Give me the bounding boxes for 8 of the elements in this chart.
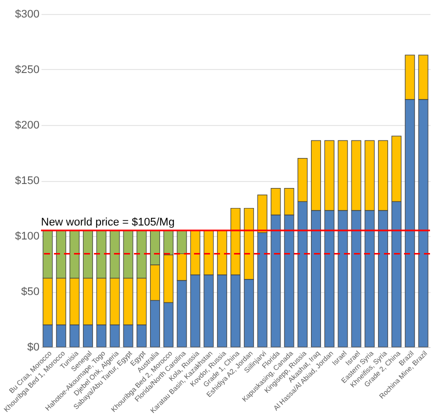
y-tick-label: $250 [15, 64, 40, 76]
y-tick-label: $300 [15, 8, 40, 20]
y-tick-label: $50 [21, 286, 40, 298]
ref-line-label: New world price = $105/Mg [41, 216, 175, 228]
y-tick-label: $200 [15, 120, 40, 132]
y-tick-label: $150 [15, 175, 40, 187]
y-tick-label: $100 [15, 230, 40, 242]
y-tick-label: $0 [27, 342, 40, 354]
